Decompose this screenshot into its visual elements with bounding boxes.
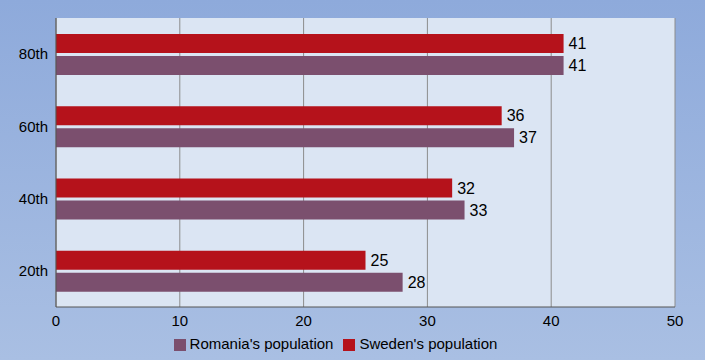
svg-text:28: 28	[408, 274, 426, 291]
svg-text:30: 30	[419, 312, 436, 329]
svg-text:40: 40	[543, 312, 560, 329]
svg-text:41: 41	[569, 57, 587, 74]
svg-text:37: 37	[519, 129, 537, 146]
svg-text:20: 20	[295, 312, 312, 329]
svg-text:41: 41	[569, 35, 587, 52]
html-text:Sweden's population: Sweden's population	[359, 335, 498, 352]
svg-text:40th: 40th	[19, 190, 48, 207]
svg-text:25: 25	[371, 252, 389, 269]
svg-text:60th: 60th	[19, 118, 48, 135]
svg-text:10: 10	[171, 312, 188, 329]
svg-text:36: 36	[507, 107, 525, 124]
svg-text:20th: 20th	[19, 262, 48, 279]
svg-text:80th: 80th	[19, 45, 48, 62]
svg-text:50: 50	[667, 312, 684, 329]
svg-text:0: 0	[52, 312, 60, 329]
html-text:Romania's population: Romania's population	[189, 335, 334, 352]
svg-text:33: 33	[470, 202, 488, 219]
svg-text:32: 32	[457, 180, 475, 197]
